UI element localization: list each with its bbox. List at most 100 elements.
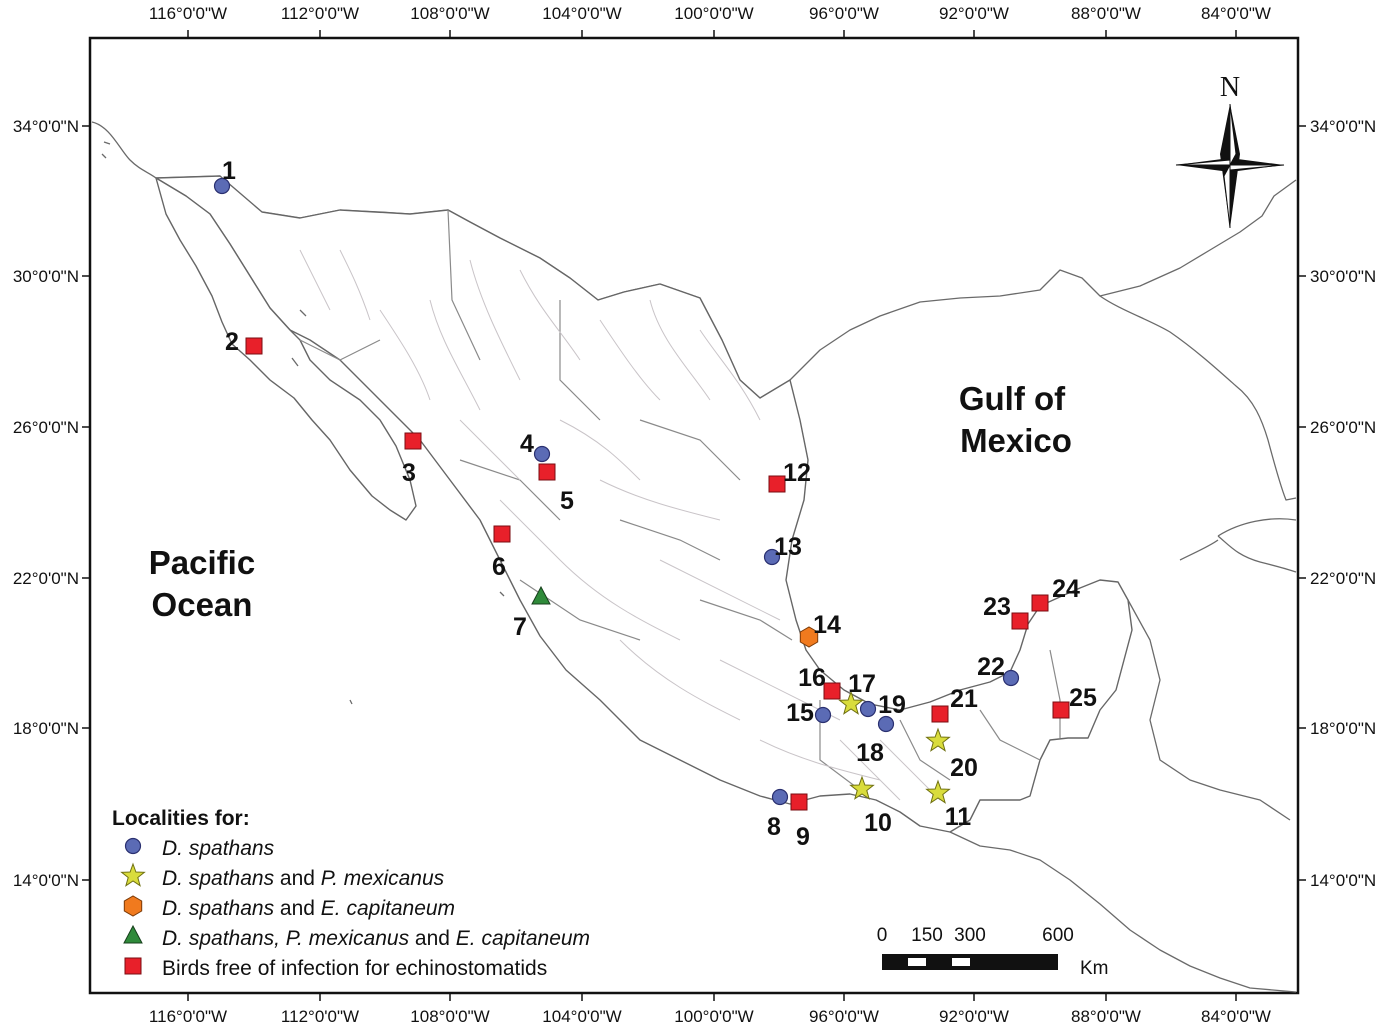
locality-site-21: 21 <box>931 685 978 723</box>
north-arrow-label: N <box>1220 72 1240 103</box>
top-longitude-label: 116°0'0"W <box>149 4 227 23</box>
locality-23-square-icon <box>1011 612 1029 630</box>
scale-bar: 0 150 300 600 Km <box>877 925 1109 979</box>
locality-site-16: 16 <box>798 664 841 700</box>
locality-20-star-icon <box>925 727 951 752</box>
legend-item-text: D. spathans <box>162 867 275 890</box>
locality-site-8: 8 <box>767 788 789 841</box>
graticule-ticks: 116°0'0"W 112°0'0"W 108°0'0"W 104°0'0"W 100°… <box>13 4 1376 1026</box>
scale-bar-tick-label: 0 <box>877 925 888 946</box>
gulf-of-mexico-label-line2: Mexico <box>960 422 1072 459</box>
legend-item-circle: D. spathans <box>124 837 275 860</box>
locality-14-hexagon-icon <box>799 626 819 648</box>
legend-triangle-triangle-icon <box>123 924 143 944</box>
scale-bar-tick-label: 300 <box>954 925 986 946</box>
scale-bar-tick-label: 600 <box>1042 925 1074 946</box>
locality-number-label: 25 <box>1069 684 1097 712</box>
top-longitude-label: 84°0'0"W <box>1201 4 1271 23</box>
legend-title: Localities for: <box>112 807 250 830</box>
bottom-longitude-label: 92°0'0"W <box>939 1007 1009 1026</box>
locality-24-square-icon <box>1031 594 1049 612</box>
legend-item-label: D. spathans and P. mexicanus <box>162 867 445 890</box>
locality-number-label: 6 <box>492 553 506 581</box>
cuba-coastline <box>1179 518 1297 573</box>
scale-bar-unit: Km <box>1080 958 1109 979</box>
land-layer <box>91 121 1297 993</box>
bottom-longitude-label: 104°0'0"W <box>542 1007 621 1026</box>
bottom-longitude-label: 108°0'0"W <box>410 1007 489 1026</box>
locality-number-label: 21 <box>950 685 978 713</box>
top-longitude-label: 96°0'0"W <box>809 4 879 23</box>
legend-item-text: D. spathans, P. mexicanus <box>162 927 410 950</box>
water-labels: Pacific Ocean Gulf of Mexico <box>149 380 1072 623</box>
locality-number-label: 14 <box>813 611 841 639</box>
right-latitude-label: 14°0'0"N <box>1310 871 1376 890</box>
legend-square-square-icon <box>124 957 142 975</box>
pacific-ocean-label-line1: Pacific <box>149 544 255 581</box>
locality-10-star-icon <box>849 775 875 800</box>
right-latitude-label: 26°0'0"N <box>1310 418 1376 437</box>
north-arrow: N <box>1175 72 1285 229</box>
legend-item-text: and <box>274 897 321 920</box>
locality-site-24: 24 <box>1031 575 1080 612</box>
locality-6-square-icon <box>493 525 511 543</box>
locality-number-label: 7 <box>513 613 527 641</box>
locality-number-label: 15 <box>786 699 814 727</box>
locality-number-label: 11 <box>945 803 972 831</box>
locality-number-label: 9 <box>796 823 810 851</box>
state-borders <box>299 209 1061 791</box>
locality-number-label: 10 <box>864 809 892 837</box>
baja-california-outline <box>155 177 417 521</box>
locality-number-label: 12 <box>783 459 811 487</box>
scale-bar-gap-2 <box>952 958 970 966</box>
legend-star-star-icon <box>120 862 146 887</box>
gulf-of-mexico-label-line1: Gulf of <box>959 380 1066 417</box>
top-longitude-label: 100°0'0"W <box>674 4 753 23</box>
legend-item-text: E. capitaneum <box>321 897 455 920</box>
right-latitude-label: 18°0'0"N <box>1310 719 1376 738</box>
locality-site-11: 11 <box>925 779 972 831</box>
left-latitude-label: 34°0'0"N <box>13 117 79 136</box>
legend-item-text: D. spathans <box>162 837 275 860</box>
locality-number-label: 19 <box>878 691 906 719</box>
legend-item-hexagon: D. spathans and E. capitaneum <box>123 895 455 920</box>
top-longitude-label: 88°0'0"W <box>1071 4 1141 23</box>
locality-2-square-icon <box>245 337 263 355</box>
locality-site-5: 5 <box>538 463 574 515</box>
locality-site-25: 25 <box>1052 684 1097 719</box>
top-longitude-label: 112°0'0"W <box>281 4 359 23</box>
bottom-longitude-label: 100°0'0"W <box>674 1007 753 1026</box>
central-america-coastline <box>949 599 1297 993</box>
locality-site-3: 3 <box>402 432 422 487</box>
locality-25-square-icon <box>1052 701 1070 719</box>
right-latitude-label: 22°0'0"N <box>1310 569 1376 588</box>
locality-site-22: 22 <box>977 653 1020 687</box>
locality-site-6: 6 <box>492 525 511 581</box>
top-longitude-label: 92°0'0"W <box>939 4 1009 23</box>
top-longitude-label: 108°0'0"W <box>410 4 489 23</box>
locality-9-square-icon <box>790 793 808 811</box>
florida-coastline <box>1099 295 1297 501</box>
right-latitude-label: 30°0'0"N <box>1310 267 1376 286</box>
left-latitude-label: 22°0'0"N <box>13 569 79 588</box>
legend-item-text: and <box>409 927 456 950</box>
legend-item-text: E. capitaneum <box>456 927 590 950</box>
locality-4-circle-icon <box>533 445 551 463</box>
legend-item-label: D. spathans, P. mexicanus and E. capitan… <box>162 927 590 950</box>
locality-13-circle-icon <box>763 548 781 566</box>
locality-number-label: 20 <box>950 754 978 782</box>
left-latitude-label: 26°0'0"N <box>13 418 79 437</box>
river-network <box>299 249 941 801</box>
locality-number-label: 8 <box>767 813 781 841</box>
legend-item-square: Birds free of infection for echinostomat… <box>124 957 547 980</box>
left-latitude-label: 30°0'0"N <box>13 267 79 286</box>
locality-16-square-icon <box>823 682 841 700</box>
legend-item-label: D. spathans <box>162 837 275 860</box>
locality-site-9: 9 <box>790 793 810 851</box>
locality-number-label: 16 <box>798 664 826 692</box>
legend-item-star: D. spathans and P. mexicanus <box>120 862 445 890</box>
locality-number-label: 13 <box>774 533 802 561</box>
legend-item-label: D. spathans and E. capitaneum <box>162 897 455 920</box>
